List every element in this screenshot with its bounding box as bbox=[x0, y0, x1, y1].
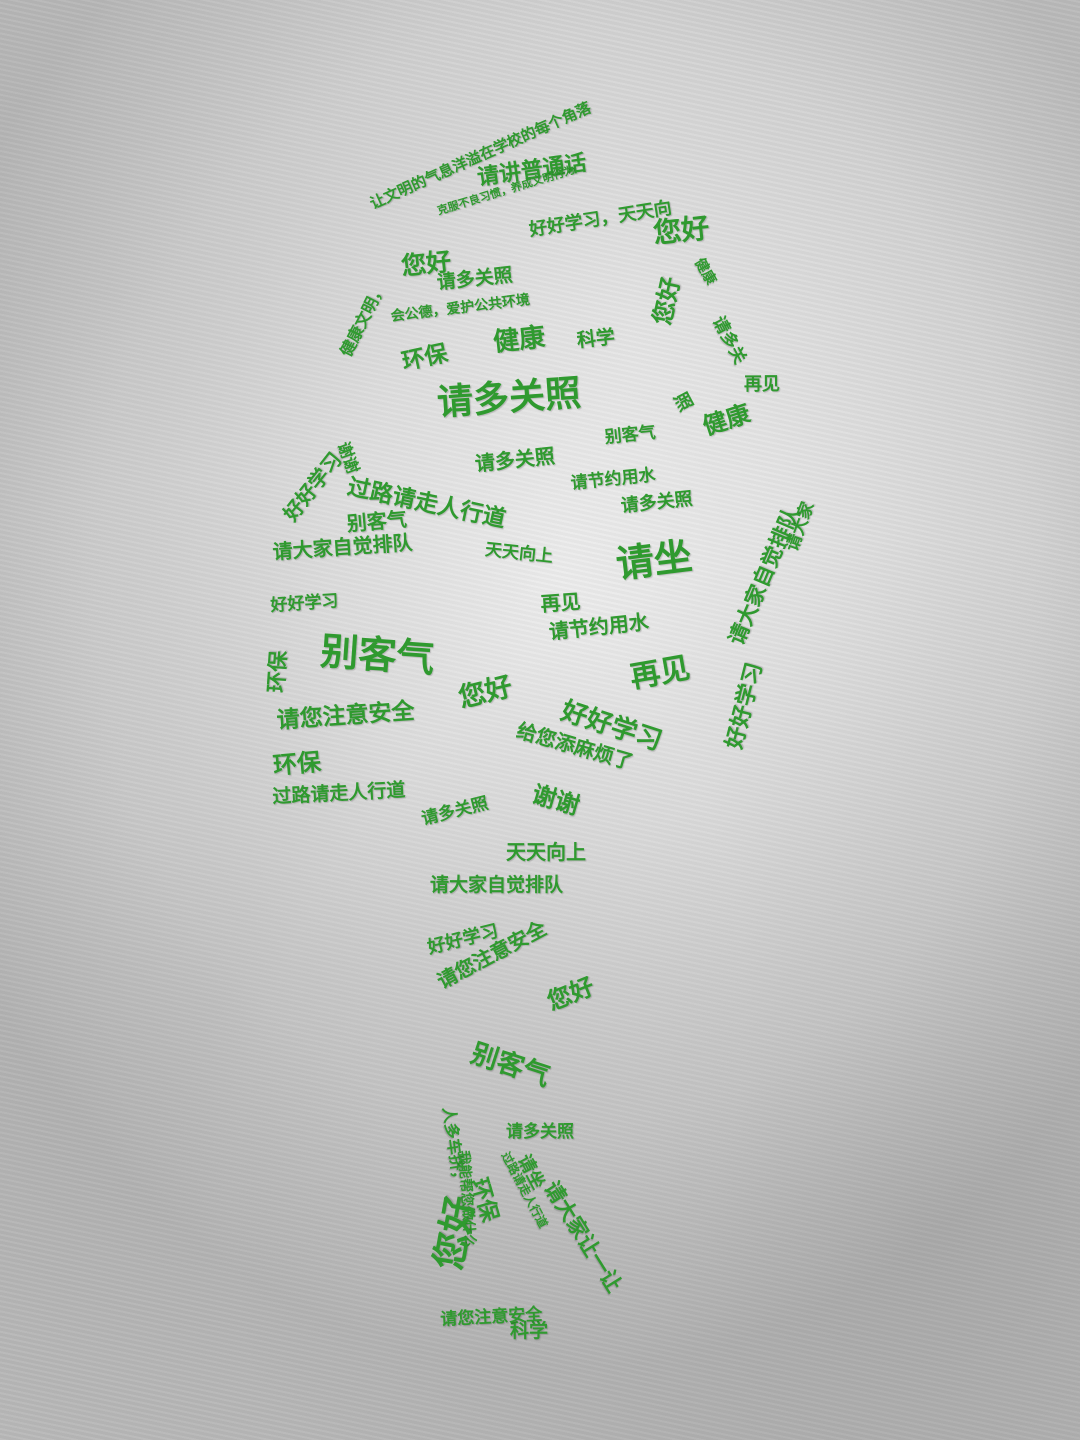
slogan-text: 请大家自觉排队 bbox=[430, 874, 564, 896]
slogan-text: 健康文明， bbox=[336, 279, 390, 360]
slogan-text: 请多关照 bbox=[619, 488, 694, 517]
slogan-text: 科学 bbox=[575, 326, 616, 352]
slogan-text: 天天向上 bbox=[484, 540, 554, 568]
slogan-text: 请坐 bbox=[613, 533, 695, 587]
slogan-text: 请多关照 bbox=[435, 264, 514, 294]
slogan-text: 请多关 bbox=[708, 313, 750, 368]
slogan-text: 请节约用水 bbox=[569, 465, 657, 494]
slogan-text: 请您注意安全 bbox=[275, 698, 416, 734]
slogan-text: 再见 bbox=[539, 589, 582, 616]
slogan-text: 天天向上 bbox=[506, 840, 586, 864]
slogan-text: 谢谢 bbox=[528, 780, 583, 821]
slogan-text: 环保 bbox=[399, 340, 450, 376]
slogan-text: 别客气 bbox=[345, 506, 408, 536]
slogan-text: 再见 bbox=[627, 650, 693, 696]
slogan-text: 请多关照 bbox=[473, 443, 556, 476]
slogan-text: 环保 bbox=[264, 649, 291, 694]
slogan-text: 别客气 bbox=[319, 629, 436, 681]
slogan-text: 会公德，爱护公共环境 bbox=[389, 291, 531, 325]
slogan-text: 好好学习 bbox=[269, 591, 340, 616]
slogan-text: 健康 bbox=[491, 322, 547, 358]
slogan-text: 请多关照 bbox=[419, 793, 491, 830]
slogan-text: 过路请走人行道 bbox=[271, 779, 406, 808]
slogan-text: 请大家让一让 bbox=[539, 1176, 627, 1297]
slogan-text: 您好 bbox=[648, 274, 686, 328]
slogan-text: 再见 bbox=[744, 374, 780, 395]
slogan-text: 您好 bbox=[427, 1192, 483, 1273]
slogan-text: 请多关照 bbox=[435, 372, 583, 424]
slogan-text: 环保 bbox=[271, 747, 323, 780]
slogan-text: 您好 bbox=[455, 670, 516, 715]
slogan-text: 健康 bbox=[691, 255, 719, 288]
slogan-text: 照 bbox=[669, 389, 697, 415]
slogan-text: 好好学习 bbox=[722, 660, 768, 752]
slogan-text: 科学 bbox=[510, 1320, 549, 1342]
slogan-text: 别客气 bbox=[467, 1038, 554, 1093]
slogan-text: 请节约用水 bbox=[547, 609, 650, 644]
slogan-text: 别客气 bbox=[603, 422, 657, 448]
slogan-text: 健康 bbox=[699, 399, 754, 441]
slogan-text: 好好学习 bbox=[278, 447, 347, 526]
slogan-text: 您好 bbox=[651, 211, 711, 250]
slogan-text: 请多关照 bbox=[506, 1122, 574, 1142]
slogan-text: 请大家自觉排队 bbox=[271, 530, 414, 564]
slogan-text: 您好 bbox=[543, 972, 599, 1017]
